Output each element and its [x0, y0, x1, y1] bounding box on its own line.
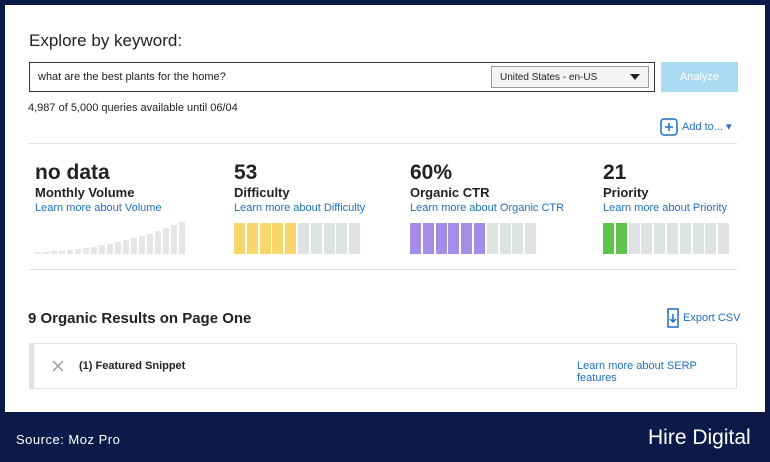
metric-value: 53: [234, 161, 258, 184]
metric-label: Priority: [603, 185, 649, 200]
volume-bar: [115, 242, 121, 254]
bar-segment: [448, 223, 460, 254]
export-csv[interactable]: Export CSV: [683, 312, 741, 324]
metric-label: Organic CTR: [410, 185, 490, 200]
volume-bar: [139, 235, 145, 254]
bar-segment: [486, 223, 498, 254]
bar-segment: [234, 223, 245, 254]
bar-segment: [718, 223, 730, 254]
learn-more-link[interactable]: Learn more about Difficulty: [234, 202, 366, 214]
result-row: (1) Featured Snippet Learn more about SE…: [29, 343, 737, 389]
metric-label: Monthly Volume: [35, 185, 135, 200]
volume-bar: [83, 247, 89, 254]
volume-bar: [179, 222, 185, 254]
bar-segment: [499, 223, 511, 254]
volume-bar: [163, 228, 169, 254]
bar-segment: [410, 223, 421, 254]
volume-bar: [35, 252, 41, 254]
volume-bar: [91, 246, 97, 254]
close-icon[interactable]: [52, 360, 64, 372]
bar-segment: [310, 223, 322, 254]
bar-segment: [435, 223, 447, 254]
bar-segment: [667, 223, 678, 254]
metric-value: 21: [603, 161, 627, 184]
add-to-label: Add to...: [682, 121, 723, 133]
volume-bar: [43, 251, 49, 254]
metric-label: Difficulty: [234, 185, 290, 200]
volume-bar: [59, 250, 65, 254]
bar-segment: [512, 223, 524, 254]
analyze-button[interactable]: Analyze: [661, 62, 738, 92]
quota: 4,987 of 5,000 queries available until 0…: [28, 102, 238, 114]
volume-bar: [67, 249, 73, 254]
bar-segment: [525, 223, 537, 254]
bar-segment: [705, 223, 717, 254]
bar-segment: [628, 223, 640, 254]
volume-bar: [147, 233, 153, 254]
bar-segment: [641, 223, 653, 254]
learn-more-link[interactable]: Learn more about Organic CTR: [410, 202, 565, 214]
divider: [29, 143, 737, 144]
metric-bar: [35, 222, 185, 254]
bar-segment: [603, 223, 614, 254]
volume-bar: [107, 243, 113, 254]
bar-segment: [654, 223, 666, 254]
learn-more-link[interactable]: Learn more about Priority: [603, 202, 728, 214]
locale-select[interactable]: United States - en-US: [491, 66, 649, 88]
bar-segment: [474, 223, 485, 254]
learn-more-link[interactable]: Learn more about Volume: [35, 202, 162, 214]
panel: Explore by keyword: what are the best pl…: [5, 5, 765, 412]
metric-bar: [410, 223, 540, 254]
volume-bar: [155, 231, 161, 254]
metric-bar: [603, 223, 733, 254]
bar-segment: [336, 223, 348, 254]
bar-segment: [298, 223, 309, 254]
query: what are the best plants for the home?: [38, 71, 226, 83]
volume-bar: [171, 225, 177, 254]
volume-bar: [99, 245, 105, 254]
volume-bar: [75, 249, 81, 254]
search-input[interactable]: what are the best plants for the home?: [29, 62, 655, 92]
results-title: 9 Organic Results on Page One: [28, 310, 252, 327]
export-icon: [667, 308, 679, 328]
add-icon: [660, 118, 678, 136]
bar-segment: [323, 223, 335, 254]
bar-segment: [692, 223, 704, 254]
source: Source: Moz Pro: [16, 432, 121, 447]
bar-segment: [285, 223, 297, 254]
caret: [630, 74, 640, 80]
bar-segment: [259, 223, 271, 254]
locale: United States - en-US: [500, 72, 598, 83]
volume-bar: [51, 251, 57, 254]
metric-bar: [234, 223, 364, 254]
metric-value: no data: [35, 161, 110, 184]
brand: Hire Digital: [648, 426, 751, 449]
volume-bar: [123, 240, 129, 254]
bar-segment: [246, 223, 258, 254]
divider: [29, 269, 737, 270]
bar-segment: [349, 223, 361, 254]
bar-segment: [615, 223, 627, 254]
volume-bar: [131, 238, 137, 254]
title: Explore by keyword:: [29, 31, 183, 50]
metric-value: 60%: [410, 161, 453, 184]
bar-segment: [422, 223, 434, 254]
bar-segment: [272, 223, 284, 254]
row-label: (1) Featured Snippet: [79, 360, 186, 372]
add-to[interactable]: Add to... ▾: [682, 121, 732, 133]
bar-segment: [679, 223, 691, 254]
row-link[interactable]: Learn more about SERP features: [577, 360, 697, 384]
bar-segment: [461, 223, 473, 254]
